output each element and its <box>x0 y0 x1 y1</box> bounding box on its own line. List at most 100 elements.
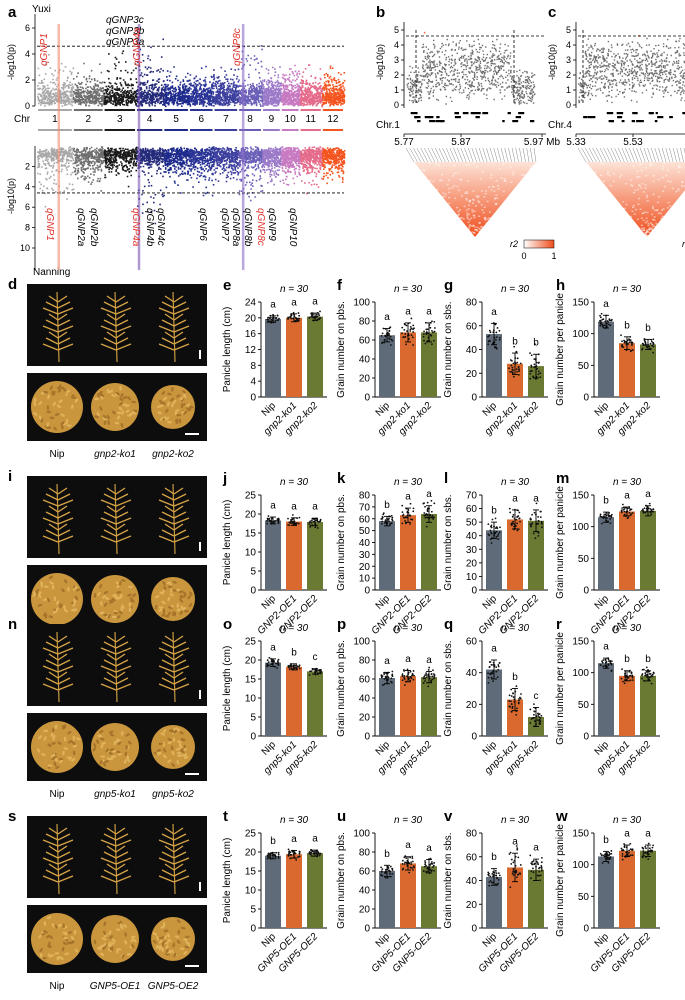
ld-texture <box>644 232 647 235</box>
ld-texture <box>647 236 650 239</box>
ld-connector <box>526 147 530 163</box>
ld-texture <box>476 234 479 237</box>
panicle-branch <box>173 683 190 691</box>
grain <box>55 765 60 769</box>
data-point <box>381 520 384 523</box>
panel-a: YuxiNanning0246246810-log10(p)-log10(p)C… <box>6 4 346 278</box>
grain <box>51 727 55 733</box>
data-point <box>266 522 269 525</box>
data-point <box>316 527 319 529</box>
gene-model <box>462 112 469 115</box>
ld-texture <box>502 163 505 165</box>
ld-connector <box>577 147 587 163</box>
gene-model <box>631 120 636 123</box>
data-point <box>409 502 412 505</box>
data-point <box>498 531 501 534</box>
panicle-branch <box>100 517 117 525</box>
manhattan-bottom-points-chr9 <box>262 146 283 186</box>
data-point <box>645 847 647 850</box>
data-point <box>267 664 270 667</box>
grain <box>176 759 180 765</box>
data-point <box>540 522 543 524</box>
data-point <box>433 320 436 323</box>
data-point <box>297 317 300 320</box>
manhattan-top-points-chr8 <box>238 45 264 107</box>
data-point <box>312 852 315 855</box>
ld-texture <box>486 200 489 203</box>
data-point <box>610 662 613 665</box>
data-point <box>291 518 294 521</box>
data-point <box>412 869 414 871</box>
data-point <box>412 331 415 333</box>
significance-letter: a <box>405 840 411 851</box>
ld-texture <box>481 209 484 211</box>
grain <box>52 610 58 614</box>
data-point <box>494 517 497 520</box>
data-point <box>432 331 434 334</box>
grain <box>158 742 164 746</box>
data-point <box>433 861 436 864</box>
significance-letter: b <box>603 496 609 507</box>
grain <box>119 385 122 391</box>
data-point <box>390 344 392 346</box>
data-point <box>515 368 518 371</box>
data-point <box>624 672 626 675</box>
y-tick-label: 60 <box>466 504 478 515</box>
data-point <box>291 514 294 516</box>
data-point <box>621 340 623 343</box>
ld-texture <box>646 231 649 233</box>
data-point <box>427 685 430 688</box>
panicle-branch <box>100 647 117 655</box>
grain <box>94 397 100 401</box>
significance-letter: a <box>405 654 411 665</box>
data-point <box>510 710 513 713</box>
data-point <box>629 842 632 845</box>
grain <box>186 406 190 412</box>
grain <box>56 386 61 391</box>
panicle-branch <box>161 851 175 859</box>
grain <box>164 416 168 421</box>
grain <box>67 931 73 934</box>
y-tick-label: 20 <box>359 374 371 385</box>
data-point <box>602 854 605 857</box>
grain <box>43 736 47 741</box>
grain <box>175 408 180 413</box>
grain <box>178 418 182 424</box>
data-point <box>601 862 604 864</box>
grain <box>33 401 37 407</box>
grain <box>34 397 37 403</box>
grain <box>175 419 178 424</box>
ld-texture <box>631 210 634 213</box>
panicle-branch <box>57 665 74 673</box>
ld-texture <box>472 190 475 192</box>
data-point <box>431 678 434 681</box>
data-point <box>404 323 406 326</box>
top-y-tick-label: 0 <box>25 101 30 111</box>
data-point <box>412 507 415 510</box>
gene-model <box>502 120 505 123</box>
data-point <box>624 671 627 673</box>
data-point <box>538 713 541 715</box>
grain <box>63 579 68 584</box>
data-point <box>620 334 622 337</box>
grain <box>106 757 112 760</box>
y-tick-label: 25 <box>245 491 257 502</box>
bar-GNP2-OE1 <box>619 511 635 590</box>
gene-model <box>417 120 421 123</box>
panicle-branch <box>115 863 126 871</box>
grain <box>96 739 100 744</box>
data-point <box>642 511 645 514</box>
panicle-branch <box>100 325 117 333</box>
qtl-highlight-bar <box>241 24 245 270</box>
data-point <box>288 521 291 524</box>
scale-bar <box>199 882 201 891</box>
ld-connector <box>519 147 523 163</box>
data-point <box>603 513 606 516</box>
data-point <box>380 522 383 525</box>
panicle-branch <box>161 337 175 345</box>
ld-texture <box>652 180 655 183</box>
ld-texture <box>484 219 487 221</box>
grain <box>103 591 109 595</box>
data-point <box>488 665 491 668</box>
